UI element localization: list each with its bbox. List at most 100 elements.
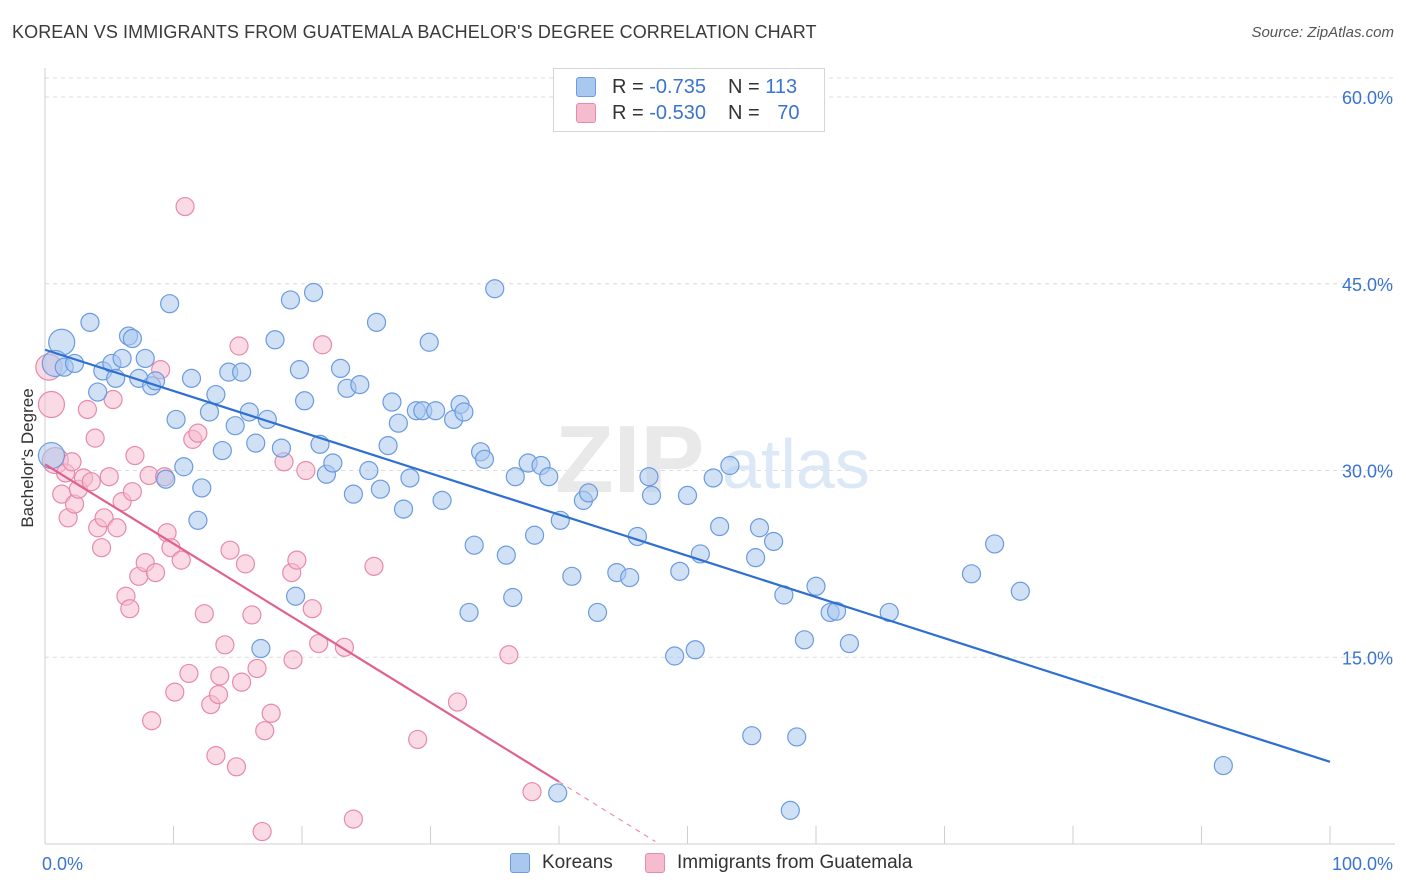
korean-point: [641, 485, 662, 505]
korean-point: [156, 469, 176, 489]
guatemala-point: [232, 672, 252, 692]
guatemala-point: [77, 399, 98, 420]
korean-point: [285, 586, 306, 606]
korean-point: [419, 332, 439, 352]
guatemala-point: [122, 482, 142, 502]
legend-r-label: R =: [612, 75, 650, 98]
korean-point: [192, 478, 212, 498]
guatemala-point: [125, 445, 145, 466]
korean-point: [961, 564, 982, 584]
korean-point: [232, 362, 252, 382]
korean-point: [265, 330, 285, 350]
korean-point: [80, 312, 100, 332]
korean-point: [746, 548, 766, 568]
korean-point: [459, 602, 479, 623]
guatemala-point: [522, 782, 542, 802]
guatemala-point: [283, 650, 303, 670]
y-tick-label: 45.0%: [1342, 275, 1393, 295]
korean-point: [787, 727, 807, 747]
legend-swatch-koreans: [510, 853, 530, 873]
guatemala-point: [499, 645, 519, 665]
korean-point: [257, 409, 277, 430]
korean-point: [294, 391, 315, 411]
korean-point: [280, 290, 301, 310]
guatemala-point: [343, 809, 363, 829]
legend-label-koreans: Koreans: [542, 852, 613, 873]
korean-point: [188, 510, 208, 530]
guatemala-point: [261, 703, 281, 723]
guatemala-point: [120, 599, 140, 619]
guatemala-point: [107, 518, 127, 538]
guatemala-point: [220, 540, 240, 560]
legend-row-guatemala: R = -0.530 N = 70: [576, 100, 799, 126]
tick-labels: 15.0% 30.0% 45.0% 60.0% 0.0% 100.0%: [42, 88, 1393, 874]
guatemala-point: [252, 821, 272, 842]
korean-point: [303, 282, 324, 303]
korean-point: [382, 392, 402, 412]
korean-point: [388, 413, 408, 433]
guatemala-point: [215, 635, 235, 655]
korean-point: [763, 531, 784, 552]
korean-point: [206, 384, 226, 405]
legend-n-value: 113: [765, 75, 798, 98]
korean-point: [160, 294, 180, 314]
korean-point: [794, 630, 815, 650]
guatemala-point: [247, 658, 267, 679]
korean-point: [323, 453, 343, 473]
korean-point: [378, 436, 398, 456]
korean-point: [639, 467, 659, 487]
guatemala-point: [364, 556, 384, 576]
legend-r-value: -0.530: [649, 101, 706, 124]
guatemala-point: [99, 467, 119, 487]
korean-point: [839, 633, 860, 654]
korean-point: [199, 402, 220, 422]
y-axis-label: Bachelor's Degree: [18, 388, 37, 527]
axes: [44, 68, 1395, 845]
series-legend: Koreans Immigrants from Guatemala: [0, 852, 1406, 878]
guatemala-point: [85, 428, 105, 448]
korean-point: [496, 545, 516, 565]
korean-point: [806, 576, 826, 596]
guatemala-point: [226, 757, 247, 777]
legend-label-guatemala: Immigrants from Guatemala: [677, 852, 913, 873]
korean-point: [393, 499, 414, 519]
legend-swatch-guatemala: [645, 853, 665, 873]
korean-point: [251, 638, 271, 659]
legend-item-koreans[interactable]: Koreans: [510, 852, 613, 874]
korean-point: [524, 525, 545, 545]
guatemala-point: [179, 663, 199, 684]
guatemala-point: [81, 472, 101, 492]
guatemala-trend-line: [44, 463, 560, 783]
guatemala-point: [208, 684, 229, 705]
y-tick-label: 15.0%: [1342, 648, 1393, 668]
korean-point: [985, 534, 1005, 554]
korean-point: [720, 455, 740, 476]
korean-point: [826, 601, 847, 621]
guatemala-point: [62, 452, 82, 472]
korean-point: [370, 479, 390, 499]
korean-point: [366, 312, 387, 332]
correlation-legend: R = -0.735 N = 113 R = -0.530 N = 70: [553, 68, 825, 132]
guatemala-point: [312, 335, 333, 355]
y-tick-label: 60.0%: [1342, 88, 1393, 108]
watermark-atlas: atlas: [722, 425, 870, 503]
legend-row-koreans: R = -0.735 N = 113: [576, 74, 797, 100]
guatemala-point: [408, 729, 428, 750]
korean-point: [37, 441, 66, 470]
korean-point: [710, 516, 730, 537]
legend-r-value: -0.735: [649, 75, 706, 98]
korean-point: [505, 467, 525, 487]
y-tick-label: 30.0%: [1342, 462, 1393, 482]
korean-point: [780, 800, 800, 820]
legend-item-guatemala[interactable]: Immigrants from Guatemala: [645, 852, 912, 874]
series-koreans-points: [37, 279, 1233, 820]
korean-point: [587, 602, 608, 623]
guatemala-point: [255, 721, 275, 741]
guatemala-point: [242, 605, 262, 625]
korean-point: [464, 535, 484, 555]
legend-swatch-koreans: [576, 77, 596, 97]
korean-point: [665, 646, 685, 666]
korean-point: [749, 518, 770, 538]
korean-point: [359, 460, 379, 481]
korean-point: [271, 438, 292, 458]
